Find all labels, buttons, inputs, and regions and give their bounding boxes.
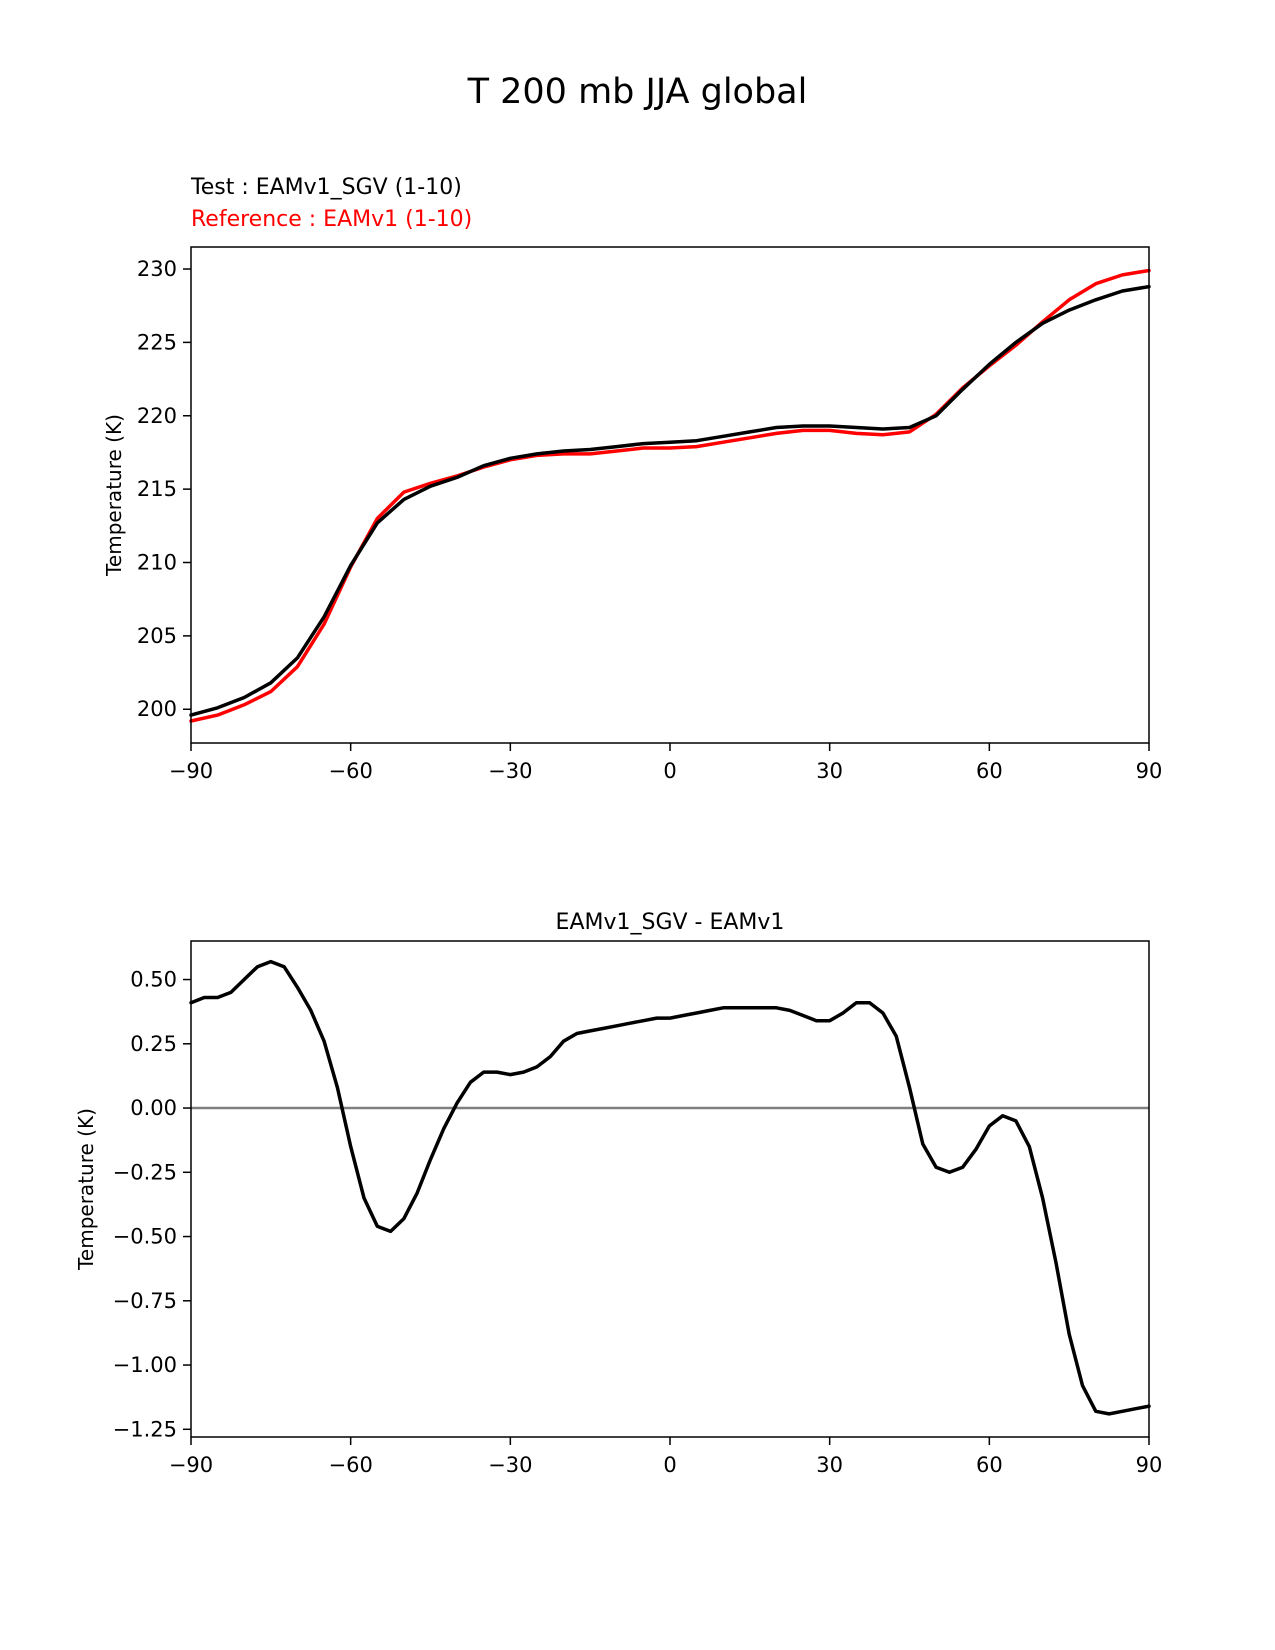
top-panel: Temperature (K) −90 −60 −30 0 30 60 90 200 205 21… <box>102 246 1163 783</box>
bottom-x-tick-label: 90 <box>1136 1453 1163 1477</box>
bottom-panel: EAMv1_SGV - EAMv1 Temperature (K) −90 −60… <box>74 910 1162 1477</box>
bottom-y-tick-label: −0.25 <box>113 1160 177 1184</box>
top-y-axis-label: Temperature (K) <box>102 414 126 577</box>
legend-test-label: Test : EAMv1_SGV (1-10) <box>191 175 462 200</box>
bottom-x-tick-label: −30 <box>488 1453 532 1477</box>
top-reference-series-line <box>189 268 1151 723</box>
bottom-y-tick-label: −0.75 <box>113 1289 177 1313</box>
top-y-tick-label: 215 <box>137 477 177 501</box>
top-x-tick-label: −30 <box>488 759 532 783</box>
legend-reference-label: Reference : EAMv1 (1-10) <box>191 207 473 232</box>
top-axes-frame <box>190 246 1150 744</box>
top-y-tick-label: 230 <box>137 257 177 281</box>
bottom-y-tick-label: 0.50 <box>130 968 177 992</box>
top-y-tick-label: 200 <box>137 697 177 721</box>
bottom-x-tick-label: −90 <box>169 1453 213 1477</box>
bottom-x-tick-label: 0 <box>663 1453 676 1477</box>
top-y-tick-label: 210 <box>137 551 177 575</box>
top-x-tick-label: −60 <box>329 759 373 783</box>
bottom-x-tick-label: −60 <box>329 1453 373 1477</box>
top-y-tick-label: 205 <box>137 624 177 648</box>
bottom-panel-title: EAMv1_SGV - EAMv1 <box>556 910 785 935</box>
bottom-x-tick-label: 60 <box>976 1453 1003 1477</box>
bottom-y-tick-label: −0.50 <box>113 1225 177 1249</box>
bottom-y-tick-label: 0.00 <box>130 1096 177 1120</box>
bottom-y-tick-label: 0.25 <box>130 1032 177 1056</box>
top-x-tick-label: −90 <box>169 759 213 783</box>
top-x-tick-label: 30 <box>816 759 843 783</box>
bottom-x-tick-label: 30 <box>816 1453 843 1477</box>
top-x-tick-label: 90 <box>1136 759 1163 783</box>
top-x-tick-label: 0 <box>663 759 676 783</box>
top-y-tick-label: 225 <box>137 330 177 354</box>
bottom-axes-frame <box>190 940 1150 1438</box>
top-y-tick-label: 220 <box>137 404 177 428</box>
bottom-y-tick-label: −1.25 <box>113 1417 177 1441</box>
bottom-y-tick-label: −1.00 <box>113 1353 177 1377</box>
figure-title: T 200 mb JJA global <box>467 72 808 112</box>
top-test-series-line <box>189 284 1151 717</box>
bottom-difference-series-line <box>189 959 1151 1416</box>
bottom-y-axis-label: Temperature (K) <box>74 1108 98 1271</box>
top-x-tick-label: 60 <box>976 759 1003 783</box>
